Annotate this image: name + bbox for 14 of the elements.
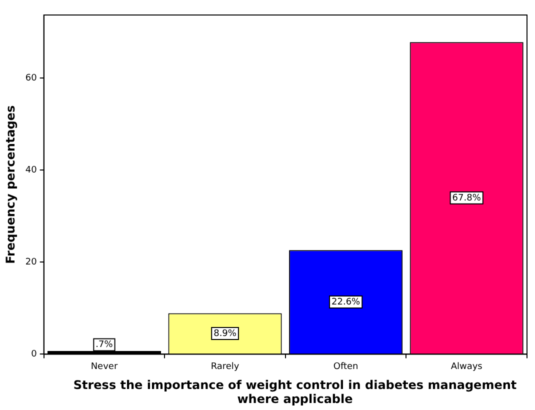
y-tick-label: 20 <box>25 257 38 268</box>
x-tick-label: Never <box>90 362 118 372</box>
y-axis-title: Frequency percentages <box>3 105 18 264</box>
data-label: .7% <box>96 340 114 350</box>
y-tick-label: 40 <box>25 165 38 176</box>
data-label: 22.6% <box>332 297 361 308</box>
data-label: 8.9% <box>214 328 237 339</box>
x-tick-label: Rarely <box>210 362 240 372</box>
x-tick-label: Always <box>450 362 483 372</box>
x-tick-label: Often <box>333 362 358 372</box>
y-tick-label: 0 <box>31 350 38 360</box>
x-axis-title: Stress the importance of weight control in diabetes management where applicable <box>72 378 518 406</box>
y-tick-label: 60 <box>25 73 38 84</box>
data-label: 67.8% <box>452 193 482 204</box>
